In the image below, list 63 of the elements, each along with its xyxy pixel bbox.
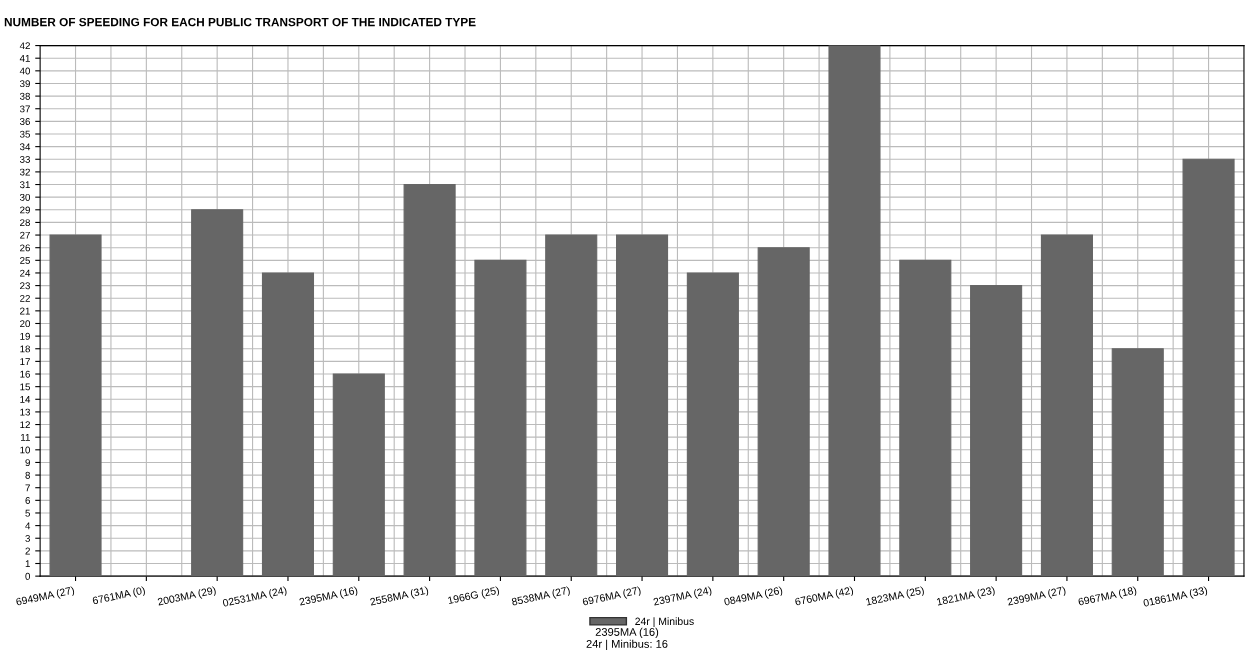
x-tick-label: 2397MA (24) bbox=[653, 585, 713, 608]
y-tick-label: 3 bbox=[25, 534, 30, 542]
y-tick-label: 21 bbox=[20, 307, 30, 315]
y-tick-label: 35 bbox=[19, 130, 30, 138]
x-tick-label: 2395MA (16) bbox=[298, 585, 359, 608]
y-tick-label: 39 bbox=[19, 80, 30, 88]
y-tick-label: 2 bbox=[25, 547, 30, 555]
x-tick-label: 6967MA (18) bbox=[1077, 585, 1138, 608]
y-tick-label: 8 bbox=[25, 471, 30, 479]
y-tick-label: 15 bbox=[20, 383, 30, 391]
y-tick-label: 7 bbox=[25, 484, 30, 492]
y-tick-label: 23 bbox=[20, 282, 30, 290]
y-tick-label: 12 bbox=[20, 421, 30, 429]
y-tick-label: 24 bbox=[20, 269, 31, 277]
text: 2395MA (16) 24r | Minibus: 16 bbox=[586, 627, 668, 651]
y-tick-label: 13 bbox=[20, 408, 30, 416]
chart-title: NUMBER OF SPEEDING FOR EACH PUBLIC TRANSPORT OF THE INDICATED TYPE bbox=[4, 17, 476, 27]
x-tick-label: 1821MA (23) bbox=[936, 585, 996, 608]
y-tick-label: 40 bbox=[19, 67, 31, 75]
y-tick-label: 41 bbox=[19, 55, 30, 62]
x-tick-label: 01861MA (33) bbox=[1142, 585, 1208, 609]
y-tick-label: 31 bbox=[19, 181, 30, 189]
x-tick-label: 6949MA (27) bbox=[15, 585, 75, 608]
y-tick-label: 28 bbox=[20, 219, 30, 227]
y-tick-label: 10 bbox=[20, 446, 31, 454]
y-tick-label: 22 bbox=[20, 294, 30, 302]
x-tick-label: 2003MA (29) bbox=[157, 585, 217, 608]
y-tick-label: 4 bbox=[25, 522, 31, 530]
x-tick-label: 6761MA (0) bbox=[92, 585, 146, 607]
y-tick-label: 1 bbox=[25, 560, 30, 568]
y-tick-label: 36 bbox=[19, 118, 30, 125]
y-tick-label: 16 bbox=[20, 370, 30, 378]
y-tick-label: 26 bbox=[20, 244, 30, 252]
y-tick-label: 30 bbox=[19, 193, 31, 201]
x-tick-label: 8538MA (27) bbox=[511, 585, 571, 608]
x-tick-label: 6976MA (27) bbox=[582, 585, 642, 608]
y-tick-label: 38 bbox=[19, 92, 30, 100]
y-tick-label: 18 bbox=[20, 345, 30, 353]
y-tick-label: 33 bbox=[19, 156, 30, 163]
y-tick-label: 14 bbox=[20, 396, 31, 403]
y-tick-label: 42 bbox=[19, 42, 30, 50]
x-tick-label: 1966G (25) bbox=[447, 585, 500, 607]
y-tick-label: 17 bbox=[20, 358, 30, 365]
y-tick-label: 34 bbox=[19, 143, 31, 151]
x-tick-label: 6760MA (42) bbox=[794, 585, 854, 608]
y-tick-label: 32 bbox=[19, 168, 30, 176]
x-tick-label: 0849MA (26) bbox=[723, 585, 784, 608]
y-tick-label: 6 bbox=[25, 497, 30, 504]
x-tick-label: 1823MA (25) bbox=[865, 585, 925, 608]
y-tick-label: 37 bbox=[19, 105, 30, 113]
x-tick-label: 02531MA (24) bbox=[222, 585, 288, 609]
legend-label: 24r | Minibus bbox=[635, 617, 694, 628]
x-tick-label: 2399MA (27) bbox=[1007, 585, 1067, 608]
y-tick-label: 9 bbox=[25, 459, 30, 467]
y-tick-label: 27 bbox=[20, 231, 30, 239]
y-tick-label: 5 bbox=[25, 509, 30, 517]
y-tick-label: 11 bbox=[21, 434, 30, 441]
y-tick-label: 25 bbox=[20, 257, 30, 264]
x-tick-label: 2558MA (31) bbox=[369, 585, 429, 608]
y-tick-label: 20 bbox=[20, 320, 31, 328]
y-tick-label: 0 bbox=[25, 572, 31, 580]
y-tick-label: 29 bbox=[20, 206, 30, 214]
y-tick-label: 19 bbox=[20, 332, 30, 340]
